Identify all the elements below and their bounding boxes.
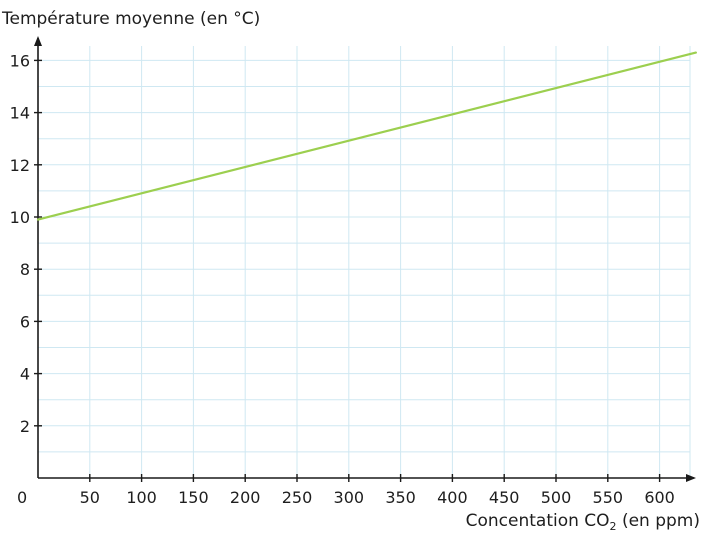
- y-tick-label: 2: [20, 417, 30, 436]
- x-axis-arrow-icon: [686, 474, 696, 482]
- x-axis-title-unit: (en ppm): [617, 511, 700, 531]
- x-tick-label: 100: [126, 488, 157, 507]
- x-axis-title: Concentation CO2 (en ppm): [466, 511, 700, 533]
- x-tick-label: 300: [334, 488, 365, 507]
- x-tick-label: 150: [178, 488, 209, 507]
- axes: [34, 36, 696, 482]
- x-axis-title-main: Concentation CO: [466, 511, 610, 531]
- x-tick-label: 450: [489, 488, 520, 507]
- origin-label: 0: [17, 488, 27, 507]
- y-tick-label: 6: [20, 312, 30, 331]
- x-axis-title-subscript: 2: [610, 520, 617, 533]
- y-tick-label: 10: [10, 208, 30, 227]
- series-line: [36, 51, 697, 221]
- x-tick-label: 50: [80, 488, 100, 507]
- x-tick-label: 400: [437, 488, 468, 507]
- x-tick-label: 350: [385, 488, 416, 507]
- x-tick-label: 550: [593, 488, 624, 507]
- y-tick-label: 4: [20, 365, 30, 384]
- x-tick-label: 200: [230, 488, 261, 507]
- x-tick-label: 250: [282, 488, 313, 507]
- grid: [38, 46, 691, 478]
- x-tick-label: 600: [644, 488, 675, 507]
- y-tick-label: 14: [10, 104, 30, 123]
- ticks: 50 100 150 200 250 300 350 400 450 500 550 60024681…: [10, 51, 675, 507]
- y-tick-label: 16: [10, 51, 30, 70]
- x-tick-label: 500: [541, 488, 572, 507]
- series: [36, 51, 697, 221]
- y-axis-title: Température moyenne (en °C): [1, 9, 260, 29]
- y-axis-arrow-icon: [34, 36, 42, 46]
- y-tick-label: 12: [10, 156, 30, 175]
- y-tick-label: 8: [20, 260, 30, 279]
